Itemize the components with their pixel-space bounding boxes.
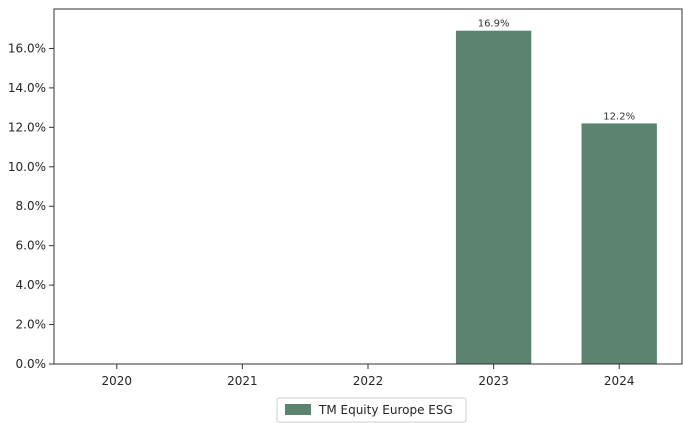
bar-2023 bbox=[455, 30, 532, 364]
data-label-2023: 16.9% bbox=[478, 19, 510, 30]
legend: TM Equity Europe ESG bbox=[276, 397, 467, 423]
legend-swatch bbox=[285, 404, 311, 415]
y-tick-label: 14.0% bbox=[8, 81, 46, 95]
legend-frame bbox=[276, 397, 467, 423]
ticks-group: 0.0% 2.0% 4.0% 6.0% 8.0% 10.0% 12.0% 14.0% 16.0%… bbox=[8, 41, 635, 388]
y-tick-label: 0.0% bbox=[16, 357, 47, 371]
y-tick-label: 6.0% bbox=[16, 239, 47, 253]
x-tick-label: 2021 bbox=[227, 374, 258, 388]
y-tick-label: 12.0% bbox=[8, 120, 46, 134]
data-label-2024: 12.2% bbox=[603, 111, 635, 122]
data-labels-group: 16.9% 12.2% bbox=[478, 19, 635, 123]
bar-2024 bbox=[581, 123, 657, 364]
bars-group bbox=[455, 30, 657, 364]
x-tick-label: 2023 bbox=[478, 374, 509, 388]
y-tick-label: 16.0% bbox=[8, 41, 46, 55]
x-tick-label: 2020 bbox=[102, 374, 133, 388]
x-tick-label: 2024 bbox=[604, 374, 635, 388]
legend-label: TM Equity Europe ESG bbox=[318, 403, 453, 417]
y-tick-label: 10.0% bbox=[8, 160, 46, 174]
y-tick-label: 4.0% bbox=[16, 278, 47, 292]
y-tick-label: 8.0% bbox=[16, 199, 47, 213]
y-tick-label: 2.0% bbox=[16, 318, 47, 332]
x-tick-label: 2022 bbox=[353, 374, 384, 388]
